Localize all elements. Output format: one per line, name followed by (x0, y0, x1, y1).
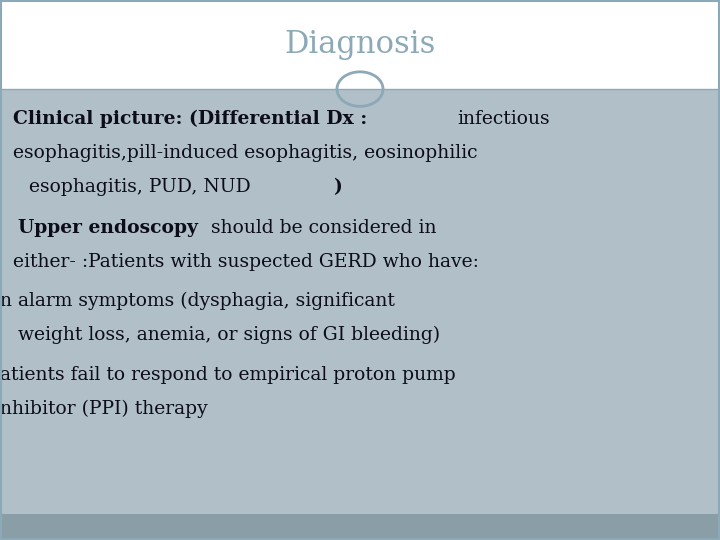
Text: Clinical picture: (Differential Dx :: Clinical picture: (Differential Dx : (13, 110, 367, 128)
Text: either- :Patients with suspected GERD who have:: either- :Patients with suspected GERD wh… (13, 253, 479, 271)
Text: n alarm symptoms (dysphagia, significant: n alarm symptoms (dysphagia, significant (0, 292, 395, 310)
Text: esophagitis, PUD, NUD: esophagitis, PUD, NUD (29, 178, 251, 197)
Text: weight loss, anemia, or signs of GI bleeding): weight loss, anemia, or signs of GI blee… (18, 326, 440, 344)
Text: nhibitor (PPI) therapy: nhibitor (PPI) therapy (0, 400, 208, 418)
Text: atients fail to respond to empirical proton pump: atients fail to respond to empirical pro… (0, 366, 456, 384)
Text: ): ) (333, 178, 341, 197)
FancyBboxPatch shape (0, 89, 720, 514)
Text: infectious: infectious (457, 110, 550, 128)
FancyBboxPatch shape (0, 514, 720, 540)
Text: Diagnosis: Diagnosis (284, 29, 436, 60)
Text: Upper endoscopy: Upper endoscopy (18, 219, 198, 237)
Text: should be considered in: should be considered in (205, 219, 437, 237)
FancyBboxPatch shape (0, 0, 720, 89)
Text: esophagitis,pill-induced esophagitis, eosinophilic: esophagitis,pill-induced esophagitis, eo… (13, 144, 477, 163)
